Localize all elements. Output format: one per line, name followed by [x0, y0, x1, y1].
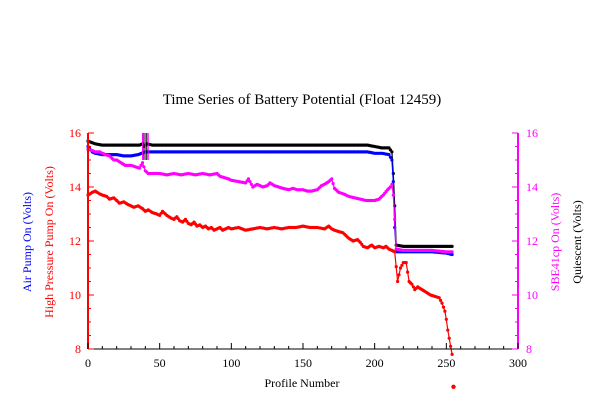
right-y-tick-label: 16 [526, 126, 538, 140]
left-axis-label-high-pressure-pump: High Pressure Pump On (Volts) [42, 166, 56, 318]
data-point-quiescent [390, 150, 394, 154]
series-layer [86, 133, 454, 356]
left-y-tick-label: 8 [75, 342, 81, 356]
left-y-tick-label: 12 [69, 234, 81, 248]
right-y-tick-label: 14 [526, 180, 538, 194]
data-point-high_pressure_pump [447, 336, 451, 340]
left-y-tick-label: 14 [69, 180, 81, 194]
data-point-high_pressure_pump [444, 317, 448, 321]
data-point-quiescent [450, 244, 454, 248]
data-point-high_pressure_pump [437, 296, 441, 300]
x-tick-label: 250 [437, 356, 455, 370]
data-point-sbe41cp [139, 163, 143, 167]
x-tick-label: 150 [294, 356, 312, 370]
x-axis-ticks: 0 50 100 150 200 250 300 [85, 343, 527, 370]
data-point-high_pressure_pump [446, 328, 450, 332]
data-point-high_pressure_pump [411, 285, 415, 289]
data-point-high_pressure_pump [440, 301, 444, 305]
data-point-sbe41cp [140, 161, 145, 165]
right-y-axis-ticks: 8 10 12 14 16 [512, 126, 538, 356]
data-point-air_pump [390, 158, 394, 162]
data-point-high_pressure_pump [439, 298, 443, 302]
outlier-point [451, 384, 456, 389]
data-point-high_pressure_pump [398, 266, 403, 270]
data-point-sbe41cp [388, 185, 392, 189]
left-y-tick-label: 10 [69, 288, 81, 302]
data-point-high_pressure_pump [404, 261, 408, 265]
data-point-high_pressure_pump [400, 263, 404, 267]
left-y-axis-ticks: 8 10 12 14 16 [69, 126, 94, 356]
data-point-high_pressure_pump [393, 250, 397, 254]
data-point-sbe41cp [330, 177, 334, 181]
data-point-high_pressure_pump [449, 344, 453, 348]
x-tick-label: 300 [509, 356, 527, 370]
x-tick-label: 100 [222, 356, 240, 370]
right-axis-label-sbe41cp: SBE41cp On (Volts) [548, 193, 562, 291]
data-point-high_pressure_pump [406, 270, 410, 274]
data-point-high_pressure_pump [450, 352, 454, 356]
data-point-high_pressure_pump [443, 309, 447, 313]
right-y-tick-label: 12 [526, 234, 538, 248]
data-point-high_pressure_pump [394, 265, 398, 269]
data-point-sbe41cp [249, 182, 253, 186]
data-point-sbe41cp [246, 177, 251, 181]
data-point-high_pressure_pump [441, 305, 446, 309]
spike-marks [141, 133, 149, 160]
x-tick-label: 200 [366, 356, 384, 370]
data-point-sbe41cp [450, 250, 454, 254]
chart-title: Time Series of Battery Potential (Float … [163, 92, 442, 108]
left-axis-label-air-pump: Air Pump On (Volts) [20, 192, 34, 292]
data-point-sbe41cp [142, 165, 146, 169]
x-tick-label: 50 [154, 356, 166, 370]
right-y-tick-label: 10 [526, 288, 538, 302]
data-point-high_pressure_pump [410, 282, 414, 286]
axes [87, 133, 519, 350]
right-y-tick-label: 8 [526, 342, 532, 356]
data-point-air_pump [387, 153, 391, 157]
data-point-sbe41cp [390, 182, 394, 186]
data-point-sbe41cp [391, 193, 395, 197]
data-point-sbe41cp [138, 166, 142, 170]
left-y-tick-label: 16 [69, 126, 81, 140]
series-line-high_pressure_pump [87, 190, 453, 355]
data-point-sbe41cp [331, 182, 335, 186]
outlier-points [451, 384, 456, 389]
x-axis-label: Profile Number [265, 376, 340, 390]
data-point-high_pressure_pump [397, 273, 401, 277]
series-high_pressure_pump [86, 189, 454, 356]
right-axis-label-quiescent: Quiescent (Volts) [570, 200, 584, 283]
x-tick-label: 0 [85, 356, 91, 370]
data-point-high_pressure_pump [396, 279, 400, 284]
series-quiescent [86, 139, 454, 248]
data-point-sbe41cp [393, 217, 397, 221]
data-point-air_pump [391, 180, 395, 184]
data-point-air_pump [450, 252, 454, 257]
series-sbe41cp [86, 147, 454, 254]
series-line-sbe41cp [87, 148, 453, 253]
data-point-air_pump [388, 155, 392, 159]
data-point-sbe41cp [248, 180, 252, 184]
